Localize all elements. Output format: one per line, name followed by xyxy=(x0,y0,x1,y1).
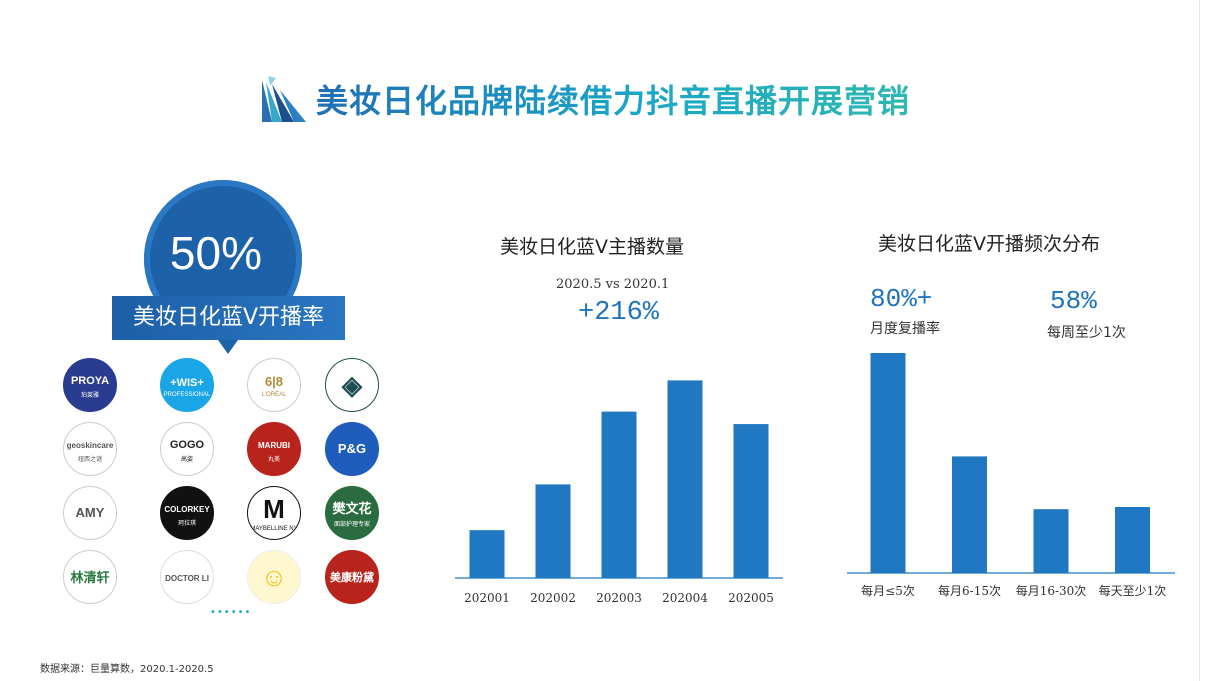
brand-logo-name: ☺ xyxy=(260,561,288,592)
brand-logo: AMY xyxy=(63,486,117,540)
chart-anchor-count: 202001 202002 202003 202004 202005 xyxy=(455,380,783,605)
brand-logo-subtitle: 珂拉琪 xyxy=(177,521,196,527)
brand-logo: 美康粉黛 xyxy=(325,550,379,604)
brand-logo: ◈ xyxy=(325,358,379,412)
chart1-growth: +216% xyxy=(578,298,660,328)
brand-logo-name: geoskincare xyxy=(66,441,114,450)
bar-202005 xyxy=(733,424,769,578)
brand-logo: DOCTOR LI xyxy=(160,550,214,604)
brand-logo: 林清轩 xyxy=(63,550,117,604)
x-tick-label: 每月≤5次 xyxy=(861,583,915,598)
brand-logo: PROYA 珀莱雅 xyxy=(63,358,117,412)
brand-logo-name: ◈ xyxy=(342,369,362,400)
brand-logo: MARUBI 丸美 xyxy=(247,422,301,476)
brand-logo-name: PROYA xyxy=(70,375,110,387)
chart2-title: 美妆日化蓝V开播频次分布 xyxy=(878,233,1100,255)
bar-202004 xyxy=(667,380,703,578)
brand-logo-subtitle: 面部护理专家 xyxy=(333,522,370,528)
banner-pointer xyxy=(218,340,238,354)
brand-logo-name: DOCTOR LI xyxy=(165,574,209,583)
brand-logo: M MAYBELLINE NY xyxy=(247,486,301,540)
penetration-value: 50% xyxy=(169,227,262,279)
brand-logo: 樊文花 面部护理专家 xyxy=(325,486,379,540)
page-edge-rule xyxy=(1199,0,1200,681)
brand-logo-name: 林清轩 xyxy=(70,570,110,585)
brand-logo: +WIS+ PROFESSIONAL xyxy=(160,358,214,412)
brand-logo-name: +WIS+ xyxy=(170,376,204,389)
bar-202003 xyxy=(601,411,637,578)
brand-logo-name: M xyxy=(263,494,285,524)
brand-logo-subtitle: 纽西之谜 xyxy=(77,457,102,463)
brand-logo-name: P&G xyxy=(337,441,367,456)
brand-logo-subtitle: 高姿 xyxy=(180,457,193,463)
brand-logo-name: 美康粉黛 xyxy=(330,572,374,584)
more-brands-indicator: •••••• xyxy=(210,607,252,618)
brand-logo: P&G xyxy=(325,422,379,476)
bar-202002 xyxy=(535,484,571,578)
x-tick-label: 202003 xyxy=(596,591,642,605)
penetration-label: 美妆日化蓝V开播率 xyxy=(112,296,345,340)
x-tick-label: 202005 xyxy=(728,591,774,605)
brand-logo-subtitle: MAYBELLINE NY xyxy=(250,526,298,532)
stat-weekly-caption: 每周至少1次 xyxy=(1047,325,1126,341)
brand-logo: 6|8 L'ORÉAL xyxy=(247,358,301,412)
x-tick-label: 每月16-30次 xyxy=(1016,583,1087,598)
x-tick-label: 202002 xyxy=(530,591,576,605)
brand-logo-subtitle: 珀莱雅 xyxy=(80,393,99,399)
report-logo-icon xyxy=(262,76,306,122)
brand-logo-name: MARUBI xyxy=(258,441,290,450)
brand-logo-subtitle: L'ORÉAL xyxy=(261,391,287,398)
bar-每月16-30次 xyxy=(1033,509,1069,573)
brand-logo-name: AMY xyxy=(75,505,105,520)
bar-每月≤5次 xyxy=(870,353,906,573)
brand-logo: GOGO 高姿 xyxy=(160,422,214,476)
data-source-note: 数据来源：巨量算数，2020.1-2020.5 xyxy=(40,664,214,675)
page-header: 美妆日化品牌陆续借力抖音直播开展营销 xyxy=(262,76,910,122)
brand-logo-subtitle: PROFESSIONAL xyxy=(163,391,211,398)
brand-logo-name: GOGO xyxy=(169,439,205,451)
brand-logo: ☺ xyxy=(247,550,301,604)
chart-frequency-distribution: 每月≤5次 每月6-15次 每月16-30次 每天至少1次 xyxy=(847,353,1175,598)
stat-monthly-repeat-value: 80%+ xyxy=(870,284,933,314)
brand-logo-name: 樊文花 xyxy=(332,501,372,516)
x-tick-label: 202004 xyxy=(662,591,708,605)
bar-每月6-15次 xyxy=(952,456,987,573)
chart1-title: 美妆日化蓝V主播数量 xyxy=(500,236,684,258)
x-tick-label: 每月6-15次 xyxy=(938,583,1001,598)
brand-logo: COLORKEY 珂拉琪 xyxy=(160,486,214,540)
bar-每天至少1次 xyxy=(1115,507,1150,573)
stat-weekly-value: 58% xyxy=(1050,286,1097,316)
bar-202001 xyxy=(469,530,505,578)
stat-monthly-repeat-caption: 月度复播率 xyxy=(870,321,940,337)
brand-logo-subtitle: 丸美 xyxy=(267,457,280,463)
chart1-compare-period: 2020.5 vs 2020.1 xyxy=(556,277,670,292)
page-title: 美妆日化品牌陆续借力抖音直播开展营销 xyxy=(316,76,910,122)
x-tick-label: 202001 xyxy=(464,591,510,605)
brand-logo-name: 6|8 xyxy=(264,373,284,389)
brand-logo-name: COLORKEY xyxy=(164,505,210,514)
x-tick-label: 每天至少1次 xyxy=(1099,583,1167,598)
brand-logo: geoskincare 纽西之谜 xyxy=(63,422,117,476)
